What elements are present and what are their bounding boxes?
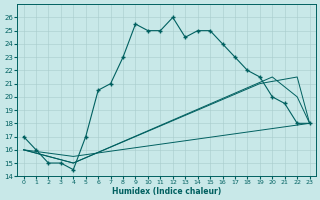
X-axis label: Humidex (Indice chaleur): Humidex (Indice chaleur) [112,187,221,196]
